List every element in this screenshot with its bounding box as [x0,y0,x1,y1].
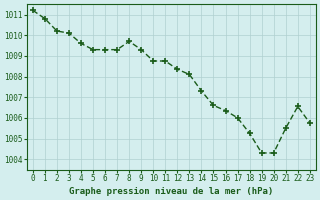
X-axis label: Graphe pression niveau de la mer (hPa): Graphe pression niveau de la mer (hPa) [69,187,274,196]
